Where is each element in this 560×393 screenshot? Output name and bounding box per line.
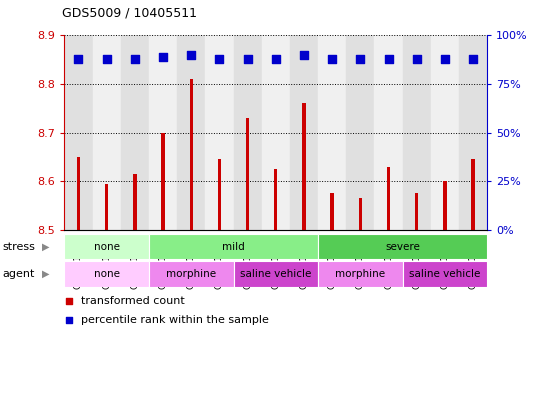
Point [102,55,111,62]
Bar [149,234,318,259]
Point [187,52,196,58]
Point [271,55,280,62]
Bar [234,261,318,287]
Bar [472,160,475,230]
Bar [105,184,109,230]
Point [74,55,83,62]
Text: agent: agent [3,269,35,279]
Point [310,39,319,46]
Bar [149,35,177,230]
Bar [375,35,403,230]
Point [440,55,449,62]
Text: stress: stress [3,242,36,252]
Bar [218,160,221,230]
Bar [92,35,121,230]
Bar [262,35,290,230]
Bar [330,193,334,230]
Bar [346,35,375,230]
Text: mild: mild [222,242,245,252]
Bar [77,157,80,230]
Text: transformed count: transformed count [81,296,185,306]
Bar [234,35,262,230]
Bar [358,198,362,230]
Point [328,55,337,62]
Point [356,55,365,62]
Text: percentile rank within the sample: percentile rank within the sample [81,315,269,325]
Text: none: none [94,269,120,279]
Bar [149,261,234,287]
Text: none: none [94,242,120,252]
Point [412,55,421,62]
Bar [177,35,206,230]
Bar [318,261,403,287]
Point [158,53,167,60]
Text: morphine: morphine [335,269,385,279]
Text: saline vehicle: saline vehicle [240,269,311,279]
Point [300,52,309,58]
Text: severe: severe [385,242,420,252]
Bar [459,35,487,230]
Point [384,55,393,62]
Bar [387,167,390,230]
Bar [443,181,447,230]
Text: morphine: morphine [166,269,216,279]
Bar [318,35,346,230]
Bar [64,35,92,230]
Point [130,55,139,62]
Bar [290,35,318,230]
Bar [133,174,137,230]
Bar [161,133,165,230]
Bar [206,35,234,230]
Text: ▶: ▶ [42,242,49,252]
Point [215,55,224,62]
Point [310,218,319,224]
Bar [403,261,487,287]
Bar [121,35,149,230]
Text: GDS5009 / 10405511: GDS5009 / 10405511 [62,7,197,20]
Bar [64,261,149,287]
Bar [403,35,431,230]
Text: saline vehicle: saline vehicle [409,269,480,279]
Bar [246,118,249,230]
Bar [189,79,193,230]
Bar [415,193,418,230]
Bar [64,234,149,259]
Text: ▶: ▶ [42,269,49,279]
Bar [318,234,487,259]
Bar [431,35,459,230]
Point [243,55,252,62]
Bar [302,103,306,230]
Point [469,55,478,62]
Bar [274,169,278,230]
